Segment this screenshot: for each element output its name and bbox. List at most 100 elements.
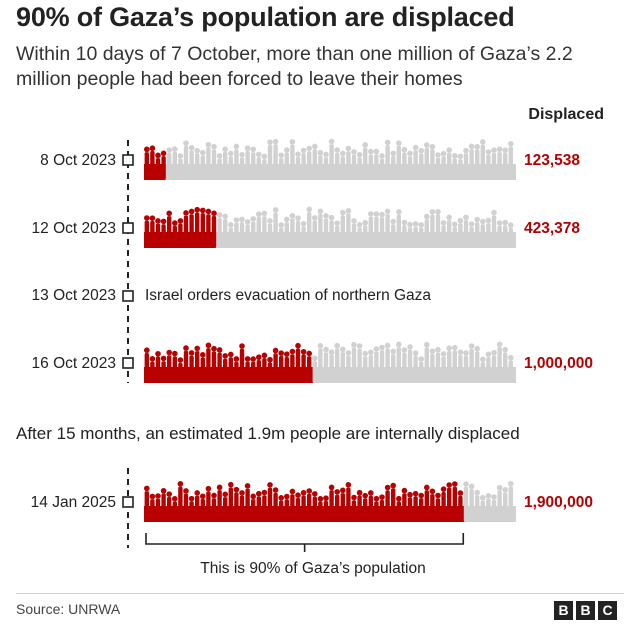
displaced-person-head [278,350,285,356]
displaced-person-head [295,342,301,349]
population-person-figure [508,146,513,180]
displaced-person-figure [150,499,155,522]
population-person-figure [245,151,250,180]
population-person-figure [183,145,189,180]
population-person-figure [452,227,457,248]
population-bracket [145,533,465,552]
population-person-figure [172,151,177,180]
displaced-person-figure [279,500,284,522]
population-person-figure [301,153,306,180]
population-person-figure [368,216,373,248]
population-person-figure [346,151,351,180]
displaced-person-figure [284,356,289,383]
displaced-person-head [183,345,189,351]
displaced-person-head [284,351,290,357]
population-person-figure [452,158,457,180]
row-value-16-oct: 1,000,000 [524,355,593,372]
population-person-head [491,494,497,500]
displaced-person-head [166,210,172,217]
footer-divider [16,593,624,594]
displaced-person-figure [256,360,261,383]
displaced-person-head [272,487,279,493]
displaced-person-figure [167,216,172,248]
row-value-14-jan: 1,900,000 [524,494,593,511]
population-person-head [491,349,497,356]
population-person-head [396,209,402,215]
displaced-person-head [160,150,167,157]
population-person-figure [458,159,463,180]
displaced-person-figure [228,357,233,383]
displaced-person-figure [346,487,351,522]
displaced-person-head [172,350,178,357]
population-person-figure [206,147,211,180]
population-person-figure [340,352,345,383]
population-person-figure [295,156,301,180]
population-person-head [452,344,458,351]
displaced-person-figure [211,351,217,383]
population-person-head [401,219,408,226]
displaced-person-figure [312,496,317,522]
population-person-figure [262,216,267,248]
population-person-figure [447,350,452,383]
timeline-marker [122,357,134,369]
population-person-head [250,146,256,153]
population-person-head [216,153,223,159]
population-person-head [468,343,475,349]
displaced-person-figure [161,361,166,383]
population-person-figure [301,226,306,248]
population-person-head [440,351,447,357]
population-person-head [289,213,296,219]
displaced-person-figure [262,495,267,522]
displaced-person-figure [435,498,441,522]
displaced-person-head [272,347,279,354]
displaced-person-figure [273,492,278,522]
population-person-figure [245,224,250,248]
population-person-head [295,151,301,157]
population-person-head [340,209,346,216]
population-person-head [211,143,217,150]
population-person-head [356,343,363,349]
population-person-figure [385,348,390,383]
displaced-person-head [244,356,251,362]
population-person-head [418,147,425,154]
displaced-person-figure [161,224,166,248]
population-person-figure [441,356,446,383]
population-person-figure [379,350,385,383]
displaced-person-figure [251,361,256,383]
population-person-figure [402,225,407,248]
displaced-person-figure [323,501,329,522]
population-person-figure [379,158,385,180]
population-person-head [508,140,514,147]
displaced-person-figure [211,498,217,522]
population-person-figure [217,158,222,180]
population-person-head [351,341,357,348]
displaced-person-figure [251,499,256,522]
displaced-person-figure [144,152,149,180]
population-person-head [379,344,385,351]
population-person-figure [323,218,329,248]
displaced-person-head [144,485,150,492]
displaced-person-head [412,490,419,497]
population-person-head [474,144,481,150]
population-person-figure [329,355,334,383]
displaced-person-head [435,492,441,499]
population-person-head [474,345,481,352]
population-person-figure [234,149,239,180]
displaced-person-figure [402,493,407,522]
displaced-column-header: Displaced [528,106,604,123]
population-person-figure [463,153,469,180]
displaced-person-figure [172,356,177,383]
displaced-person-head [323,495,329,502]
population-person-figure [290,218,295,248]
population-person-head [255,151,262,158]
displaced-person-head [379,494,385,500]
population-person-figure [335,225,340,248]
displaced-person-head [267,356,273,363]
displaced-person-figure [284,499,289,522]
population-person-head [390,218,397,225]
displaced-person-head [194,490,200,496]
displaced-person-figure [150,151,155,180]
displaced-person-figure [318,501,323,522]
population-person-head [463,147,469,154]
population-person-head [317,208,324,215]
